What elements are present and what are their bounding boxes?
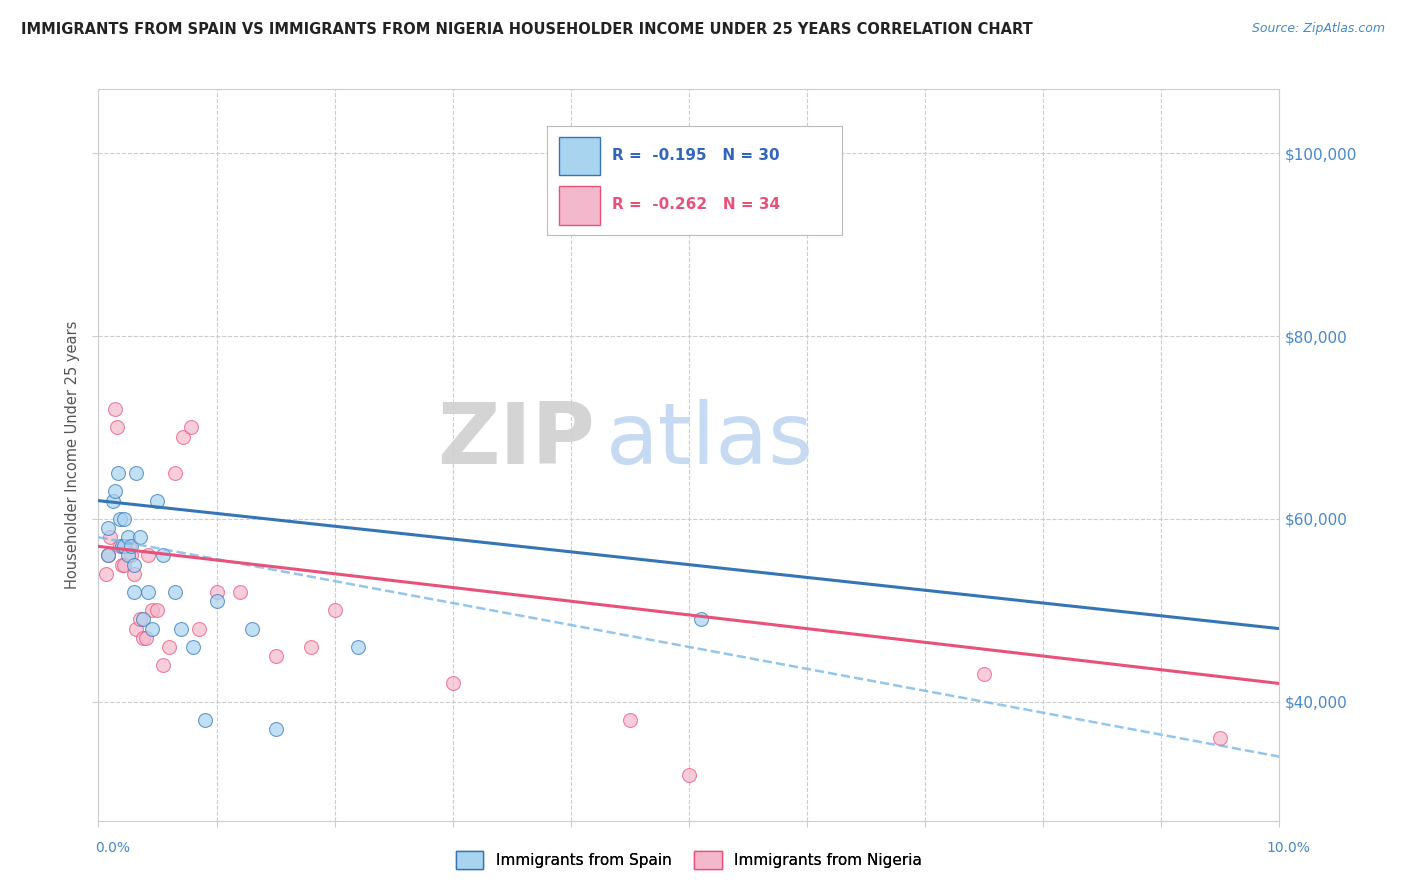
Point (165, 585, 187, 599)
Point (105, 420, 128, 434)
Point (141, 622, 163, 636)
Text: Source: ZipAtlas.com: Source: ZipAtlas.com (1251, 22, 1385, 36)
Bar (560, 136, 600, 175)
Point (135, 631, 157, 645)
Point (146, 493, 169, 508)
Point (132, 612, 155, 626)
Text: ZIP: ZIP (437, 399, 595, 482)
Point (104, 402, 127, 417)
Text: R =  -0.195   N = 30: R = -0.195 N = 30 (612, 148, 780, 163)
Point (689, 612, 711, 626)
Point (194, 713, 217, 727)
Point (97, 521, 120, 535)
Point (152, 549, 174, 563)
Point (118, 539, 141, 553)
Bar (560, 186, 600, 225)
Point (94, 566, 117, 581)
Point (121, 539, 143, 553)
Point (619, 713, 641, 727)
Point (1209, 731, 1232, 746)
Point (973, 667, 995, 681)
Point (240, 622, 263, 636)
Point (128, 612, 150, 626)
Point (111, 539, 134, 553)
Point (122, 585, 145, 599)
Point (132, 631, 155, 645)
Legend: Immigrants from Spain, Immigrants from Nigeria: Immigrants from Spain, Immigrants from N… (450, 846, 928, 875)
Point (299, 640, 322, 654)
Point (112, 558, 135, 572)
Point (101, 493, 124, 508)
Point (128, 530, 150, 544)
Point (180, 420, 202, 434)
Point (165, 466, 187, 480)
Y-axis label: Householder Income Under 25 years: Householder Income Under 25 years (65, 321, 80, 589)
Point (125, 622, 148, 636)
Point (141, 603, 163, 617)
Point (170, 622, 193, 636)
Point (97, 549, 120, 563)
Point (112, 512, 135, 526)
Point (172, 430, 194, 444)
Point (122, 566, 145, 581)
Text: R =  -0.262   N = 34: R = -0.262 N = 34 (612, 197, 780, 212)
Point (117, 549, 139, 563)
Point (117, 530, 139, 544)
Point (205, 594, 228, 608)
Point (104, 484, 127, 499)
Point (136, 585, 159, 599)
Point (108, 512, 131, 526)
Point (98, 530, 121, 544)
Point (441, 676, 464, 690)
Text: 10.0%: 10.0% (1267, 841, 1310, 855)
Point (121, 549, 143, 563)
Point (187, 622, 209, 636)
Text: IMMIGRANTS FROM SPAIN VS IMMIGRANTS FROM NIGERIA HOUSEHOLDER INCOME UNDER 25 YEA: IMMIGRANTS FROM SPAIN VS IMMIGRANTS FROM… (21, 22, 1033, 37)
Text: atlas: atlas (606, 399, 814, 482)
Point (108, 539, 131, 553)
Point (97, 549, 120, 563)
Point (205, 585, 228, 599)
Point (112, 539, 135, 553)
Point (107, 466, 129, 480)
Point (229, 585, 252, 599)
Point (111, 558, 134, 572)
Point (678, 768, 700, 782)
Text: 0.0%: 0.0% (96, 841, 131, 855)
Point (125, 466, 148, 480)
Point (152, 658, 174, 673)
Point (157, 640, 180, 654)
Point (347, 640, 370, 654)
Point (323, 603, 346, 617)
Point (122, 558, 145, 572)
Point (181, 640, 204, 654)
Point (136, 549, 159, 563)
Point (146, 603, 169, 617)
Point (264, 649, 287, 664)
Point (264, 723, 287, 737)
